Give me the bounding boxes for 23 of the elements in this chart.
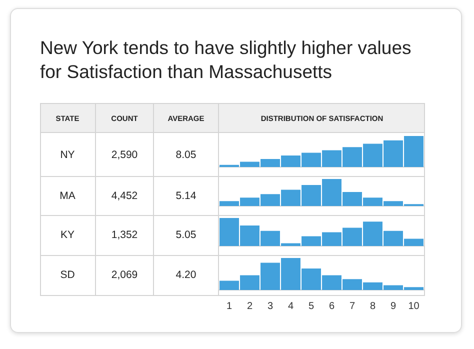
x-tick-label: 4: [288, 300, 294, 312]
x-tick-label: 1: [226, 300, 232, 312]
text: 4.20: [153, 255, 218, 295]
text: KY: [59, 228, 76, 243]
text: 4,452: [95, 176, 153, 215]
text: NY: [59, 148, 76, 162]
text: 1,352: [95, 215, 153, 255]
x-tick-label: 3: [267, 300, 274, 312]
text: MA: [58, 188, 76, 204]
x-tick-label: 10: [408, 300, 420, 312]
text: New York tends to have slightly higher values for Satisfaction than Massachusetts: [40, 36, 412, 84]
x-tick-label: 8: [370, 300, 376, 312]
x-tick-label: 6: [328, 300, 335, 312]
text: 8.05: [153, 133, 218, 176]
x-tick-label: 2: [246, 300, 253, 312]
x-tick-label: 9: [390, 300, 396, 312]
text: 5.14: [153, 176, 218, 215]
text: SD: [59, 268, 76, 283]
x-tick-label: 7: [349, 300, 356, 312]
text: 2,590: [95, 133, 153, 176]
text: 5.05: [153, 215, 218, 255]
text: 2,069: [95, 255, 153, 295]
x-tick-label: 5: [308, 300, 314, 312]
